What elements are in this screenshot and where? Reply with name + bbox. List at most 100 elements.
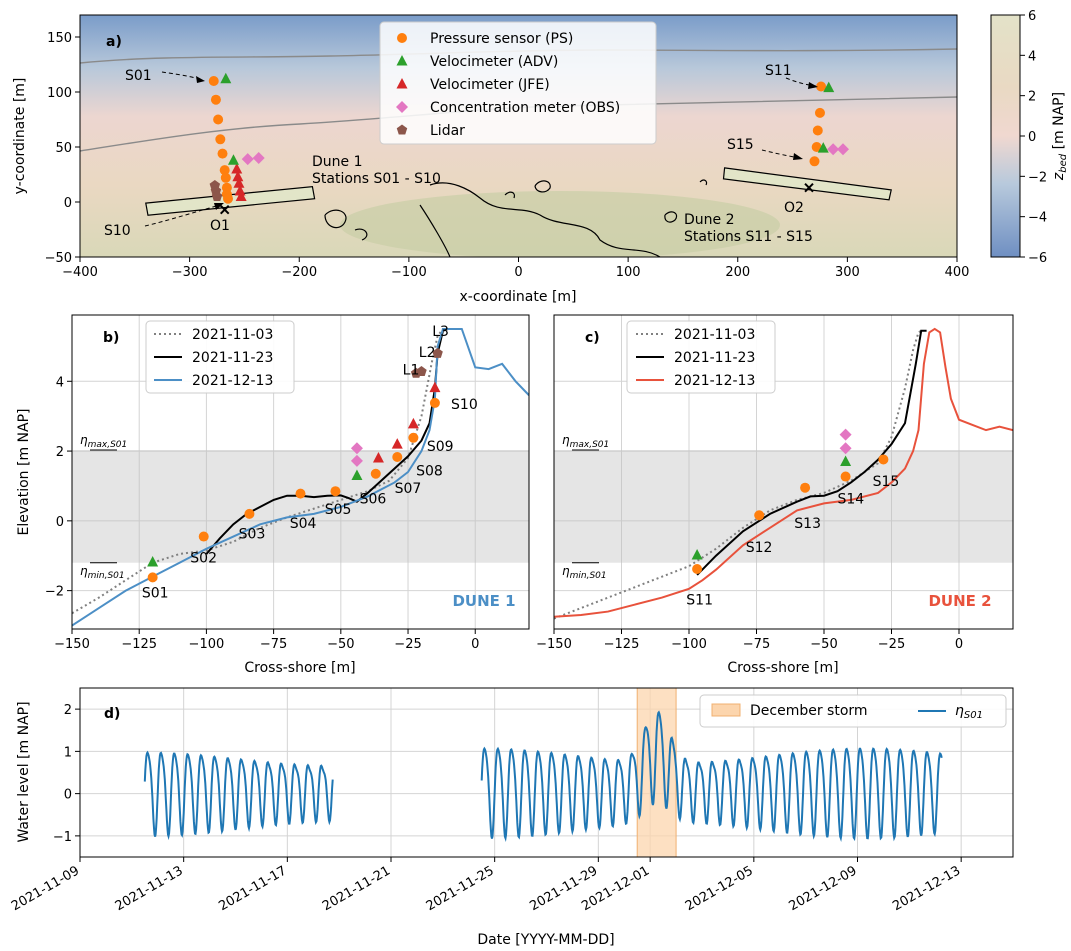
x-tick-label: −50 [327, 637, 354, 652]
marker-pressure-sensor [244, 508, 255, 519]
annotation-arrow [144, 204, 221, 227]
panel-d-xlabel: Date [YYYY-MM-DD] [477, 932, 614, 948]
dune-2-footprint [722, 167, 892, 201]
y-tick-label: −1 [53, 830, 72, 845]
y-tick-label: −2 [45, 585, 64, 600]
panel-c-legend: 2021-11-03 2021-11-23 2021-12-13 [626, 320, 776, 394]
x-tick-label: 2021-11-25 [424, 863, 497, 914]
legend-entry: December storm [750, 703, 868, 719]
marker-velocimeter [351, 469, 363, 480]
marker-velocimeter [235, 190, 247, 201]
colorbar-tick-label: 0 [1028, 130, 1036, 145]
dune-label: Dune 1 [312, 154, 363, 170]
arrow-head-icon [196, 76, 205, 83]
station-label: S14 [838, 491, 865, 507]
water-level-line [480, 710, 943, 842]
station-label: S10 [451, 397, 478, 413]
y-tick-label: 2 [64, 703, 72, 718]
marker-pressure-sensor [219, 165, 230, 176]
station-label: S06 [360, 491, 387, 507]
marker-concentration-meter [827, 143, 840, 156]
marker-pressure-sensor [816, 81, 827, 92]
panel-a-ylabel: y-coordinate [m] [12, 78, 28, 195]
profile-line [72, 327, 462, 615]
panel-b: −150 −125 −100 −75 −50 −25 0 −2 0 2 4 ηmax,S01 ηmin… [16, 314, 530, 676]
marker-pressure-sensor [429, 397, 440, 408]
dune-1-watermark: DUNE 1 [452, 592, 515, 610]
marker-pressure-sensor [754, 510, 765, 521]
marker-velocimeter [372, 452, 384, 463]
marker-velocimeter [227, 154, 239, 165]
marker-pressure-sensor [809, 156, 820, 167]
panel-c: −150 −125 −100 −75 −50 −25 0 ηmax,S01 ηmin,S01 S… [536, 314, 1014, 676]
station-label: S04 [290, 516, 317, 532]
marker-velocimeter [396, 55, 408, 66]
station-label: S08 [416, 463, 443, 479]
marker-velocimeter [391, 438, 403, 449]
marker-velocimeter [691, 549, 703, 560]
dune-vegetation-patch [340, 191, 780, 257]
x-tick-label: −100 [671, 637, 707, 652]
legend-entry: 2021-11-03 [674, 327, 755, 343]
eta-min-label: ηmin,S01 [562, 564, 607, 581]
colorbar-tick-label: 2 [1028, 90, 1036, 105]
profile-line [205, 328, 449, 555]
x-tick-label: −400 [62, 265, 98, 280]
legend-box [626, 320, 776, 394]
y-tick-label: 0 [64, 196, 72, 211]
dune-2-watermark: DUNE 2 [928, 592, 991, 610]
station-label: L1 [403, 362, 420, 378]
panel-d-ylabel: Water level [m NAP] [16, 701, 32, 842]
panel-a-legend: Pressure sensor (PS) Velocimeter (ADV) Vel… [379, 21, 657, 145]
x-tick-label: 2021-11-17 [216, 863, 289, 914]
arrow-head-icon [214, 203, 224, 210]
dune-stations-label: Stations S01 - S10 [312, 171, 441, 187]
legend-box [699, 694, 1007, 728]
colorbar: 6 4 2 0 −2 −4 −6 zbed [m NAP] [990, 9, 1069, 266]
colorbar-tick-label: −4 [1028, 211, 1047, 226]
station-label: S01 [125, 68, 152, 84]
x-tick-label: −25 [878, 637, 905, 652]
arrow-head-icon [808, 82, 818, 89]
marker-velocimeter [396, 78, 408, 89]
legend-entry: 2021-11-03 [192, 327, 273, 343]
x-tick-label: 2021-12-09 [787, 863, 860, 914]
panel-b-frame [71, 314, 530, 630]
marker-pressure-sensor [692, 563, 703, 574]
y-tick-label: 0 [56, 515, 64, 530]
station-label: S12 [746, 540, 773, 556]
x-tick-label: −300 [172, 265, 208, 280]
eta-max-label: ηmax,S01 [80, 433, 127, 450]
marker-pressure-sensor [295, 488, 306, 499]
marker-pressure-sensor [208, 76, 219, 86]
x-tick-label: −200 [281, 265, 317, 280]
marker-concentration-meter [350, 454, 363, 467]
colorbar-gradient [990, 14, 1021, 258]
panel-d-label: d) [104, 706, 120, 722]
panel-b-label: b) [103, 330, 119, 346]
x-tick-label: −50 [810, 637, 837, 652]
x-tick-label: 0 [514, 265, 522, 280]
marker-pressure-sensor [210, 94, 221, 105]
marker-concentration-meter [252, 152, 265, 164]
station-label: L3 [432, 324, 449, 340]
legend-box [379, 21, 657, 145]
panel-a: −400 −300 −200 −100 0 100 200 300 400 −50 0 50 100 15… [12, 9, 1069, 305]
origin-cross-icon [219, 204, 230, 215]
eta-max-label: ηmax,S01 [562, 433, 609, 450]
panel-a-label: a) [106, 34, 122, 50]
marker-pressure-sensor [147, 572, 158, 583]
legend-entry: 2021-12-13 [192, 373, 273, 389]
marker-velocimeter [817, 142, 829, 153]
station-label: S01 [142, 586, 169, 602]
x-tick-label: 0 [471, 637, 479, 652]
legend-entry: Pressure sensor (PS) [430, 31, 573, 47]
x-tick-label: 100 [616, 265, 641, 280]
x-tick-label: −125 [604, 637, 640, 652]
panel-c-frame [553, 314, 1014, 630]
panel-b-xlabel: Cross-shore [m] [244, 660, 355, 676]
marker-lidar [396, 124, 408, 135]
marker-velocimeter [220, 72, 232, 84]
station-label: S02 [190, 551, 217, 567]
